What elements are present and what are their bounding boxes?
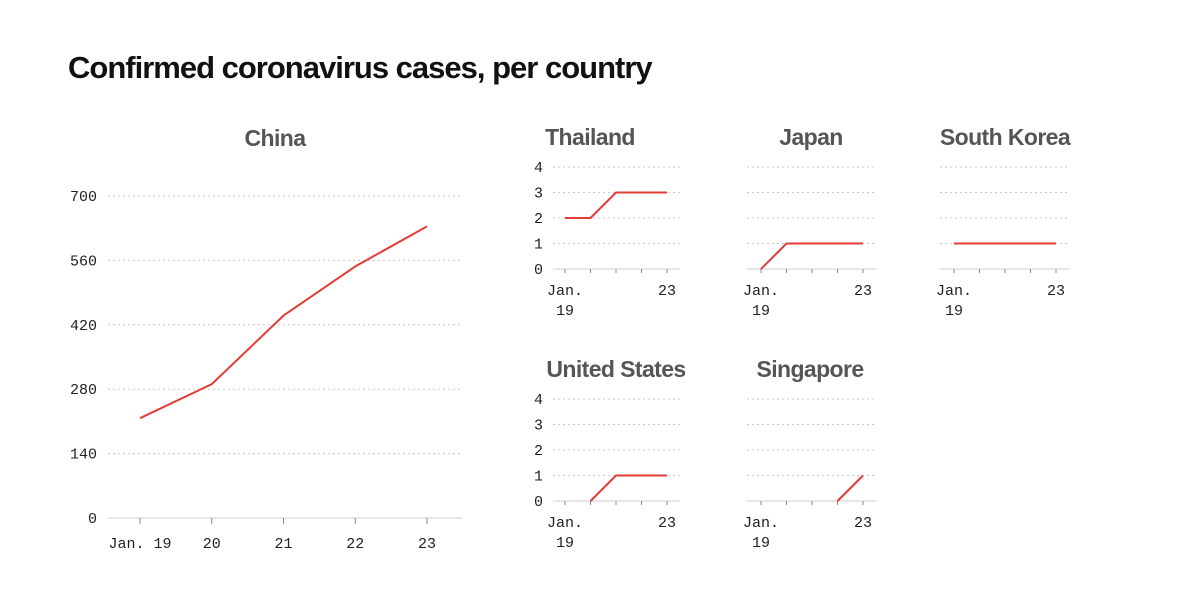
x-tick-label: 23 <box>854 515 872 532</box>
x-tick-label: 23 <box>658 515 676 532</box>
y-tick-label: 280 <box>70 382 97 399</box>
panel-japan: Japan Jan. 19 23 <box>743 124 876 320</box>
x-tick-label: Jan. <box>547 515 583 532</box>
y-tick-label: 2 <box>534 211 543 228</box>
y-tick-label: 4 <box>534 160 543 177</box>
y-tick-label: 0 <box>88 511 97 528</box>
x-tick-label: 19 <box>556 303 574 320</box>
panel-title-thailand: Thailand <box>545 124 635 150</box>
x-tick-label: 19 <box>556 535 574 552</box>
x-tick-label: 23 <box>418 536 436 553</box>
series-line-united-states <box>589 474 667 502</box>
x-tick-label: Jan. <box>547 283 583 300</box>
panel-south-korea: South Korea Jan. 19 23 <box>936 124 1071 320</box>
x-tick-label: 23 <box>658 283 676 300</box>
x-tick-label: Jan. <box>743 283 779 300</box>
y-tick-label: 2 <box>534 443 543 460</box>
page-title: Confirmed coronavirus cases, per country <box>68 50 653 85</box>
x-tick-label: Jan. 19 <box>108 536 171 553</box>
x-tick-label: 19 <box>752 303 770 320</box>
y-tick-label: 140 <box>70 447 97 464</box>
series-line-singapore <box>836 474 864 502</box>
x-tick-label: 19 <box>752 535 770 552</box>
y-tick-label: 3 <box>534 186 543 203</box>
series-line-japan <box>760 242 863 270</box>
panel-title-south-korea: South Korea <box>940 124 1071 150</box>
x-tick-label: 23 <box>854 283 872 300</box>
series-line-thailand <box>565 191 667 219</box>
panel-title-china: China <box>245 125 307 151</box>
panel-title-japan: Japan <box>779 124 842 150</box>
x-tick-label: 19 <box>945 303 963 320</box>
panel-china: China 0 140 280 420 560 700 Jan. 19 20 21 22 23 <box>70 125 462 553</box>
y-tick-label: 0 <box>534 262 543 279</box>
x-tick-label: Jan. <box>743 515 779 532</box>
y-tick-label: 0 <box>534 494 543 511</box>
y-tick-label: 4 <box>534 392 543 409</box>
series-line-china <box>139 225 428 420</box>
y-tick-label: 1 <box>534 237 543 254</box>
x-tick-label: 22 <box>346 536 364 553</box>
x-tick-label: 20 <box>203 536 221 553</box>
panel-singapore: Singapore Jan. 19 23 <box>743 356 876 552</box>
y-tick-label: 3 <box>534 418 543 435</box>
y-tick-label: 700 <box>70 189 97 206</box>
panel-title-united-states: United States <box>546 356 685 382</box>
x-tick-label: Jan. <box>936 283 972 300</box>
y-tick-label: 560 <box>70 253 97 270</box>
x-tick-label: 21 <box>274 536 292 553</box>
y-tick-label: 420 <box>70 318 97 335</box>
panel-title-singapore: Singapore <box>756 356 863 382</box>
x-tick-label: 23 <box>1047 283 1065 300</box>
y-tick-label: 1 <box>534 469 543 486</box>
